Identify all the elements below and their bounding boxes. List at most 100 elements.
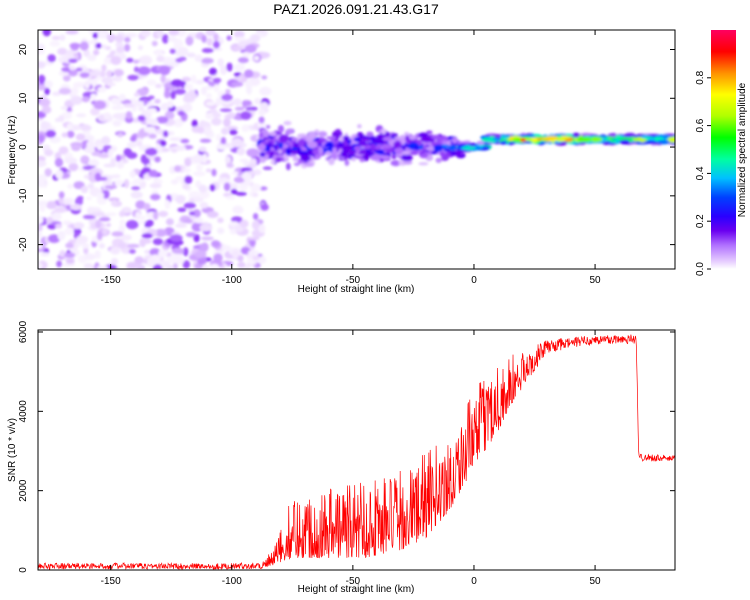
spectrogram-cell xyxy=(62,262,76,267)
spectrogram-cell xyxy=(205,92,212,99)
spectrogram-cell xyxy=(127,74,139,81)
spectrogram-cell xyxy=(44,168,52,177)
spectrogram-cell xyxy=(248,236,260,241)
spectrogram-cell xyxy=(221,93,233,102)
spectrogram-cell xyxy=(450,150,457,157)
spectrogram-cell xyxy=(307,149,314,157)
spectrogram-cell xyxy=(161,34,169,44)
spectrogram-cell xyxy=(255,30,265,33)
spectrogram-cell xyxy=(65,49,75,56)
spectrogram-cell xyxy=(244,44,257,53)
spectrogram-cell xyxy=(104,185,117,190)
spectrogram-cell xyxy=(372,138,384,144)
spectrogram-cell xyxy=(81,243,90,249)
spectrogram-cell xyxy=(44,149,54,157)
spectrogram-cell xyxy=(170,179,179,185)
spectrogram-cell xyxy=(58,87,72,95)
spectrogram-cell xyxy=(201,34,207,43)
spectrogram-cell xyxy=(233,63,246,72)
spectrogram-cell xyxy=(100,44,107,49)
spectrogram-cell xyxy=(142,109,150,115)
spectrogram-x-tick-label: 50 xyxy=(590,275,602,286)
spectrogram-cell xyxy=(225,88,231,95)
spectrogram-cell xyxy=(299,138,305,146)
spectrogram-cell xyxy=(101,64,107,72)
spectrogram-cell xyxy=(394,147,404,155)
spectrogram-cell xyxy=(135,200,146,210)
spectrogram-cell xyxy=(232,98,242,106)
spectrogram-cell xyxy=(148,169,158,178)
spectrogram-cell xyxy=(133,92,140,97)
spectrogram-cell xyxy=(307,131,317,140)
spectrogram-cell xyxy=(113,174,121,179)
spectrogram-cell xyxy=(83,49,90,57)
spectrogram-cell xyxy=(261,75,268,80)
spectrogram-cell xyxy=(155,83,162,89)
spectrogram-x-tick-label: 0 xyxy=(471,275,477,286)
snr-series-line xyxy=(38,334,675,570)
spectrogram-cell xyxy=(233,176,245,183)
snr-y-tick-label: 2000 xyxy=(18,479,29,502)
spectrogram-cell xyxy=(259,86,272,96)
spectrogram-cell xyxy=(88,207,102,213)
spectrogram-cell xyxy=(148,133,157,139)
colorbar-tick-label: 0.8 xyxy=(695,70,706,84)
spectrogram-cell xyxy=(94,250,101,259)
spectrogram-cell xyxy=(38,160,47,168)
spectrogram-cell xyxy=(232,205,244,215)
spectrogram-cell xyxy=(40,252,50,257)
spectrogram-cell xyxy=(644,140,658,144)
spectrogram-cell xyxy=(154,98,161,104)
colorbar-ticks: 0.0 0.2 0.4 0.6 0.8 xyxy=(695,70,711,276)
spectrogram-cell xyxy=(215,133,222,142)
snr-x-tick-label: 0 xyxy=(471,576,477,587)
colorbar-tick-label: 0.6 xyxy=(695,118,706,132)
spectrogram-cell xyxy=(318,147,324,155)
spectrogram-cell xyxy=(183,168,191,173)
spectrogram-cell xyxy=(207,37,213,47)
spectrogram-cell xyxy=(165,218,174,226)
spectrogram-cell xyxy=(229,221,239,226)
spectrogram-cell xyxy=(54,157,64,168)
spectrogram-cell xyxy=(262,166,273,171)
spectrogram-cell xyxy=(125,220,139,230)
spectrogram-cell xyxy=(169,137,180,141)
spectrogram-cell xyxy=(126,151,138,159)
spectrogram-cell xyxy=(118,93,126,102)
spectrogram-cell xyxy=(69,65,75,71)
spectrogram-cell xyxy=(252,192,259,197)
spectrogram-cell xyxy=(462,145,476,151)
spectrogram-cell xyxy=(180,138,190,144)
spectrogram-cell xyxy=(622,134,636,138)
spectrogram-cell xyxy=(249,33,261,43)
spectrogram-cell xyxy=(131,186,141,191)
spectrogram-cell xyxy=(193,245,200,250)
spectrogram-x-ticks: -150 -100 -50 0 50 xyxy=(101,30,601,286)
spectrogram-cell xyxy=(578,133,592,136)
spectrogram-cell xyxy=(234,106,245,111)
spectrogram-cell xyxy=(199,201,209,209)
spectrogram-panel: -150 -100 -50 0 50 20 10 0 -10 -20 Height of str… xyxy=(7,29,676,295)
colorbar-tick-label: 0.0 xyxy=(695,262,706,276)
spectrogram-cell xyxy=(101,76,114,84)
spectrogram-cell xyxy=(278,142,284,149)
spectrogram-x-tick-label: -150 xyxy=(101,275,121,286)
spectrogram-cell xyxy=(54,206,67,213)
spectrogram-cell xyxy=(344,159,350,166)
spectrogram-cell xyxy=(656,139,670,145)
spectrogram-cell xyxy=(390,159,402,167)
spectrogram-cell xyxy=(162,130,169,138)
spectrogram-cell xyxy=(433,144,444,152)
spectrogram-cell xyxy=(259,152,266,157)
spectrogram-cell xyxy=(292,142,299,149)
spectrogram-cell xyxy=(387,139,395,145)
spectrogram-cell xyxy=(47,54,56,63)
spectrogram-cell xyxy=(217,217,224,224)
spectrogram-cell xyxy=(178,56,187,62)
spectrogram-cell xyxy=(38,74,46,84)
spectrogram-y-tick-label: 20 xyxy=(18,44,29,56)
spectrogram-cell xyxy=(124,43,131,52)
spectrogram-cell xyxy=(156,55,166,63)
spectrogram-cell xyxy=(106,33,116,42)
spectrogram-cell xyxy=(95,42,102,49)
